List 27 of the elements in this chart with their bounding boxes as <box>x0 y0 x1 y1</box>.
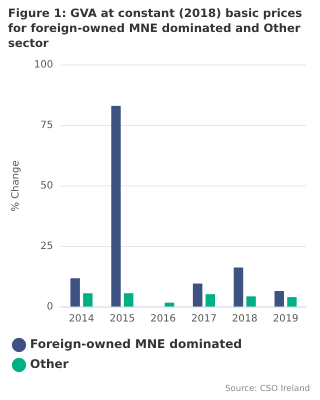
bar <box>164 302 174 306</box>
bar <box>274 291 284 306</box>
y-axis-title: % Change <box>10 160 22 212</box>
bar <box>124 293 134 306</box>
bar <box>234 268 244 306</box>
source-note: Source: CSO Ireland <box>225 384 310 394</box>
y-tick-label: 25 <box>40 241 54 252</box>
x-tick-label: 2016 <box>150 314 176 325</box>
bar <box>111 106 121 306</box>
chart-title: Figure 1: GVA at constant (2018) basic prices for foreign-owned MNE dominated and Other sector <box>7 5 304 51</box>
bar <box>287 297 297 306</box>
y-tick-label: 0 <box>46 302 54 313</box>
legend-label: Other <box>30 357 69 372</box>
bar <box>192 284 202 306</box>
x-tick-label: 2014 <box>68 314 94 325</box>
x-tick-label: 2018 <box>232 314 258 325</box>
y-tick-label: 50 <box>40 180 54 192</box>
bar <box>246 296 256 306</box>
y-tick-label: 100 <box>34 60 54 71</box>
x-tick-label: 2017 <box>191 314 217 325</box>
bar <box>83 293 93 306</box>
bar <box>70 278 80 306</box>
legend-label: Foreign-owned MNE dominated <box>30 337 242 352</box>
x-tick-label: 2019 <box>272 314 298 325</box>
x-tick-label: 2015 <box>110 314 136 325</box>
bar <box>206 294 216 306</box>
y-tick-label: 75 <box>40 120 54 132</box>
